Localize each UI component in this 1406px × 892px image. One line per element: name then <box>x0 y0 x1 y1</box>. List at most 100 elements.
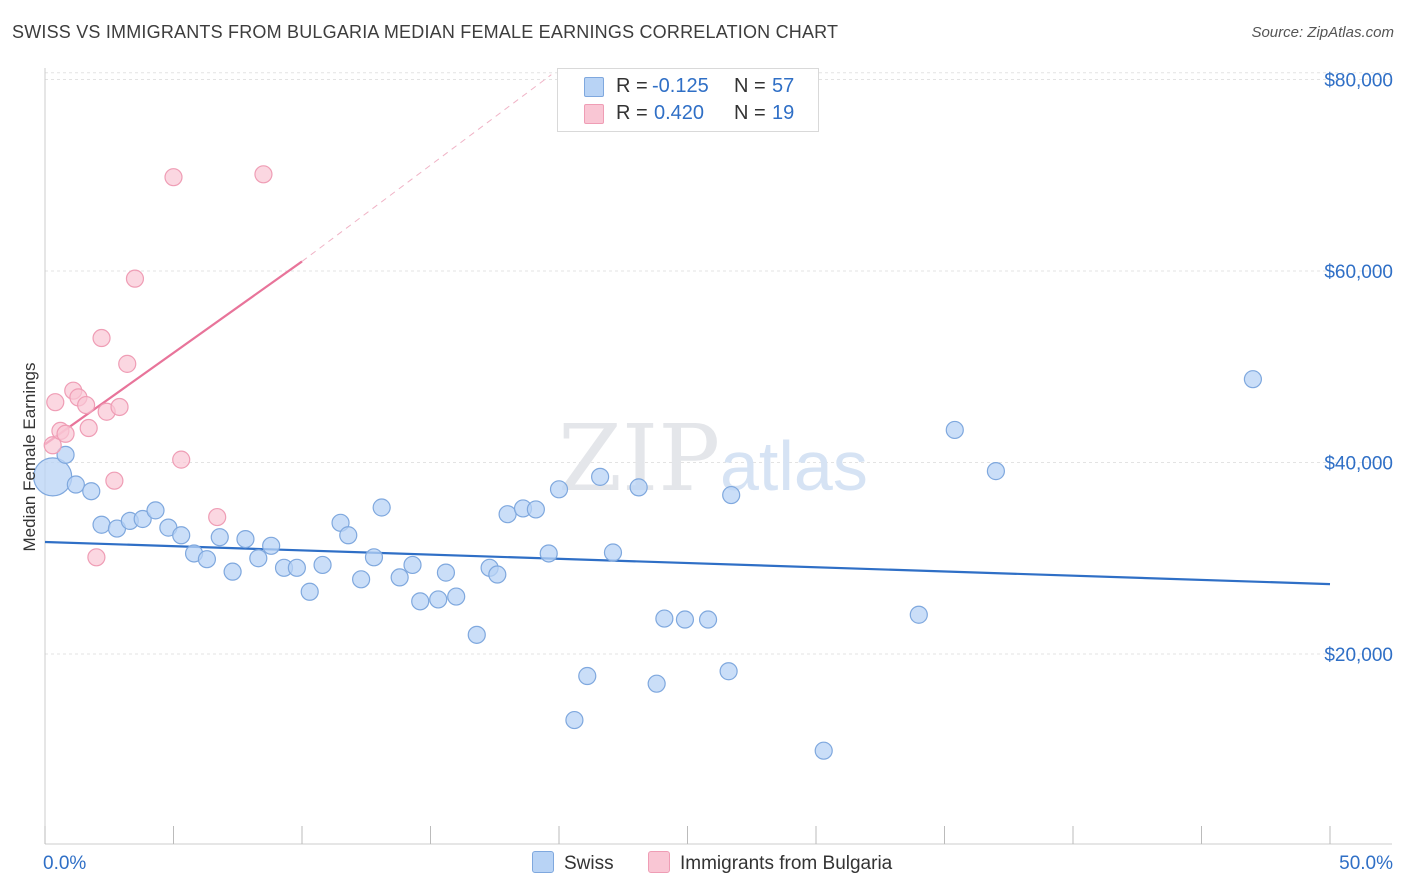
legend-r-label: R = <box>616 102 648 124</box>
swiss-point <box>223 562 242 581</box>
swiss-point <box>56 445 75 464</box>
y-tick-label: $20,000 <box>1324 645 1393 666</box>
legend-r-label: R = <box>616 75 648 97</box>
swiss-point <box>591 467 610 486</box>
swiss-point <box>313 555 332 575</box>
swiss-trend-line <box>44 540 1331 586</box>
bulgaria-swatch <box>584 104 604 124</box>
source-label: Source: ZipAtlas.com <box>1251 24 1394 41</box>
swiss-point <box>467 625 486 644</box>
y-tick-label: $60,000 <box>1324 262 1393 283</box>
x-tick-label: 0.0% <box>43 853 86 874</box>
bulgaria-point <box>92 328 111 348</box>
swiss-point <box>133 509 152 529</box>
swiss-point <box>197 550 217 569</box>
swiss-point <box>300 582 319 601</box>
swiss-point <box>403 555 422 575</box>
legend-n-value-swiss: 57 <box>772 75 795 97</box>
legend-n-label: N = <box>734 75 766 97</box>
swiss-point <box>339 526 358 545</box>
swiss-point <box>698 610 718 629</box>
swiss-point <box>146 501 165 520</box>
swiss-point <box>498 505 517 524</box>
swiss-point <box>526 500 545 519</box>
x-tick-label: 50.0% <box>1339 853 1393 874</box>
bulgaria-point <box>43 436 62 455</box>
swiss-point <box>565 710 584 730</box>
axes <box>44 68 1392 845</box>
bulgaria-trend-extension <box>301 74 552 262</box>
grid-lines <box>45 72 1392 655</box>
swiss-point <box>909 605 928 624</box>
swiss-point <box>210 528 229 547</box>
legend-item-swiss: Swiss <box>532 851 614 875</box>
legend-r-value-swiss: -0.125 <box>652 75 709 97</box>
swiss-point <box>411 592 430 611</box>
swiss-point <box>364 548 384 567</box>
swiss-point <box>372 498 391 517</box>
bulgaria-point <box>118 354 137 373</box>
swiss-point <box>172 526 191 545</box>
swiss-legend-label: Swiss <box>564 853 614 874</box>
bulgaria-point <box>208 507 227 527</box>
swiss-point <box>262 536 281 555</box>
swiss-point <box>352 570 371 589</box>
legend-n-label: N = <box>734 102 766 124</box>
swiss-point <box>549 480 569 499</box>
watermark-atlas: atlas <box>720 427 868 505</box>
swiss-point <box>287 558 306 577</box>
swiss-point <box>814 741 833 760</box>
legend-n-value-bulgaria: 19 <box>772 102 795 124</box>
bulgaria-point <box>254 165 273 184</box>
swiss-point <box>675 610 695 629</box>
swiss-point <box>1243 370 1263 389</box>
swiss-point <box>603 543 623 562</box>
bulgaria-point <box>110 397 129 417</box>
watermark: ZIP atlas <box>558 405 868 512</box>
swiss-point <box>436 563 456 582</box>
bulgaria-point <box>164 168 183 187</box>
swiss-point <box>647 674 666 693</box>
swiss-point <box>945 420 964 440</box>
swiss-point <box>390 568 409 587</box>
swiss-point <box>82 482 101 501</box>
y-axis-label: Median Female Earnings <box>20 363 39 552</box>
swiss-point <box>578 666 597 686</box>
swiss-point <box>488 565 507 584</box>
swiss-point <box>236 529 255 549</box>
bulgaria-points <box>43 165 273 567</box>
swiss-point <box>447 587 466 606</box>
bulgaria-legend-swatch <box>648 851 670 873</box>
tick-labels: $20,000 $40,000 $60,000 $80,000 0.0% 50.0% <box>43 71 1393 875</box>
bulgaria-point <box>87 548 106 567</box>
swiss-point <box>722 485 741 505</box>
chart-title: SWISS VS IMMIGRANTS FROM BULGARIA MEDIAN… <box>12 22 839 42</box>
swiss-legend-swatch <box>532 851 554 873</box>
legend-r-value-bulgaria: 0.420 <box>654 102 705 124</box>
legend-item-bulgaria: Immigrants from Bulgaria <box>648 851 892 875</box>
bulgaria-point <box>79 418 98 438</box>
swiss-point <box>629 478 648 497</box>
bulgaria-legend-label: Immigrants from Bulgaria <box>680 853 893 874</box>
swiss-point <box>986 462 1006 481</box>
swiss-swatch <box>584 77 604 97</box>
bulgaria-trend-line <box>44 260 303 446</box>
y-tick-label: $40,000 <box>1324 454 1393 475</box>
bulgaria-point <box>56 424 75 443</box>
swiss-point <box>429 590 448 609</box>
bulgaria-point <box>77 395 96 415</box>
bulgaria-point <box>125 269 145 288</box>
swiss-point <box>92 515 111 534</box>
swiss-point <box>719 662 738 681</box>
y-tick-label: $80,000 <box>1324 71 1393 92</box>
swiss-points <box>33 370 1263 760</box>
correlation-legend: R = -0.125 N = 57 R = 0.420 N = 19 <box>557 68 819 132</box>
bulgaria-point <box>172 450 191 469</box>
bulgaria-point <box>46 393 65 412</box>
bulgaria-point <box>105 471 124 490</box>
swiss-point <box>249 549 268 568</box>
swiss-point <box>66 475 85 494</box>
swiss-point <box>655 609 674 628</box>
swiss-point <box>539 544 558 563</box>
